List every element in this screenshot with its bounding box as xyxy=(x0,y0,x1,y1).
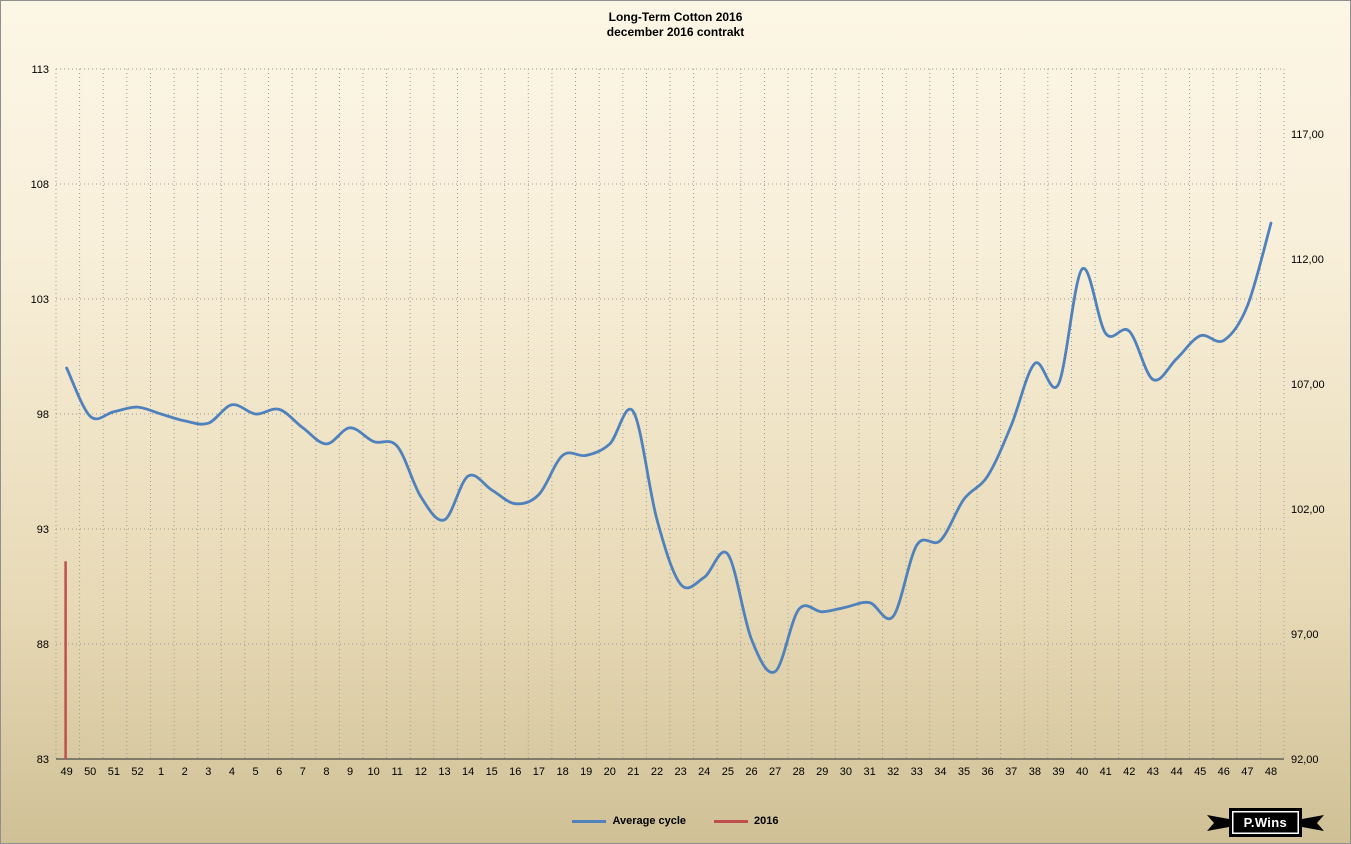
pwins-logo-label: P.Wins xyxy=(1228,808,1302,837)
svg-text:22: 22 xyxy=(651,766,663,778)
svg-text:102,00: 102,00 xyxy=(1291,504,1325,516)
svg-text:19: 19 xyxy=(580,766,592,778)
svg-text:7: 7 xyxy=(300,766,306,778)
svg-text:4: 4 xyxy=(229,766,235,778)
svg-text:25: 25 xyxy=(722,766,734,778)
svg-text:44: 44 xyxy=(1170,766,1182,778)
svg-text:1: 1 xyxy=(158,766,164,778)
svg-text:88: 88 xyxy=(37,639,49,651)
svg-text:42: 42 xyxy=(1123,766,1135,778)
svg-text:46: 46 xyxy=(1218,766,1230,778)
svg-text:39: 39 xyxy=(1052,766,1064,778)
svg-text:20: 20 xyxy=(604,766,616,778)
svg-text:5: 5 xyxy=(253,766,259,778)
chart-subtitle: december 2016 contrakt xyxy=(606,25,745,39)
svg-text:47: 47 xyxy=(1241,766,1253,778)
svg-text:3: 3 xyxy=(205,766,211,778)
svg-text:108: 108 xyxy=(31,179,49,191)
svg-text:26: 26 xyxy=(745,766,757,778)
svg-text:49: 49 xyxy=(60,766,72,778)
svg-text:2: 2 xyxy=(182,766,188,778)
svg-text:23: 23 xyxy=(674,766,686,778)
svg-text:98: 98 xyxy=(37,409,49,421)
svg-text:13: 13 xyxy=(438,766,450,778)
legend-label-2016: 2016 xyxy=(754,815,779,827)
ribbon-left-icon xyxy=(1206,814,1229,831)
svg-text:92,00: 92,00 xyxy=(1291,754,1319,766)
legend-item-2016: 2016 xyxy=(714,815,779,827)
svg-text:93: 93 xyxy=(37,524,49,536)
ribbon-right-icon xyxy=(1302,814,1324,831)
svg-text:16: 16 xyxy=(509,766,521,778)
svg-text:35: 35 xyxy=(958,766,970,778)
legend-line-2016-icon xyxy=(714,819,749,823)
svg-text:6: 6 xyxy=(276,766,282,778)
svg-text:32: 32 xyxy=(887,766,899,778)
svg-text:24: 24 xyxy=(698,766,710,778)
svg-text:9: 9 xyxy=(347,766,353,778)
svg-text:36: 36 xyxy=(981,766,993,778)
svg-text:52: 52 xyxy=(131,766,143,778)
svg-text:37: 37 xyxy=(1005,766,1017,778)
svg-text:103: 103 xyxy=(31,294,49,306)
svg-text:38: 38 xyxy=(1029,766,1041,778)
svg-text:40: 40 xyxy=(1076,766,1088,778)
svg-text:11: 11 xyxy=(391,766,402,778)
svg-text:8: 8 xyxy=(323,766,329,778)
svg-text:34: 34 xyxy=(934,766,946,778)
svg-text:21: 21 xyxy=(627,766,639,778)
svg-text:112,00: 112,00 xyxy=(1291,254,1324,266)
svg-text:15: 15 xyxy=(486,766,498,778)
svg-text:33: 33 xyxy=(911,766,923,778)
svg-text:97,00: 97,00 xyxy=(1291,629,1319,641)
chart-legend: Average cycle 2016 xyxy=(1,815,1350,827)
svg-text:50: 50 xyxy=(84,766,96,778)
svg-text:51: 51 xyxy=(108,766,120,778)
svg-text:41: 41 xyxy=(1100,766,1112,778)
svg-text:43: 43 xyxy=(1147,766,1159,778)
svg-text:17: 17 xyxy=(533,766,545,778)
svg-text:83: 83 xyxy=(37,754,49,766)
svg-text:28: 28 xyxy=(793,766,805,778)
svg-text:12: 12 xyxy=(415,766,427,778)
svg-text:117,00: 117,00 xyxy=(1291,129,1324,141)
svg-text:45: 45 xyxy=(1194,766,1206,778)
svg-text:10: 10 xyxy=(367,766,379,778)
svg-text:48: 48 xyxy=(1265,766,1277,778)
svg-text:113: 113 xyxy=(31,64,49,76)
pwins-logo: P.Wins xyxy=(1206,808,1324,837)
chart-title: Long-Term Cotton 2016 xyxy=(608,10,743,24)
svg-text:14: 14 xyxy=(462,766,474,778)
svg-text:107,00: 107,00 xyxy=(1291,379,1325,391)
legend-label-average-cycle: Average cycle xyxy=(612,815,687,827)
chart-title-block: Long-Term Cotton 2016 december 2016 cont… xyxy=(1,10,1350,40)
svg-text:31: 31 xyxy=(863,766,875,778)
svg-text:18: 18 xyxy=(556,766,568,778)
svg-text:29: 29 xyxy=(816,766,828,778)
legend-line-average-cycle-icon xyxy=(572,819,607,823)
legend-item-average-cycle: Average cycle xyxy=(572,815,686,827)
svg-text:30: 30 xyxy=(840,766,852,778)
svg-text:27: 27 xyxy=(769,766,781,778)
